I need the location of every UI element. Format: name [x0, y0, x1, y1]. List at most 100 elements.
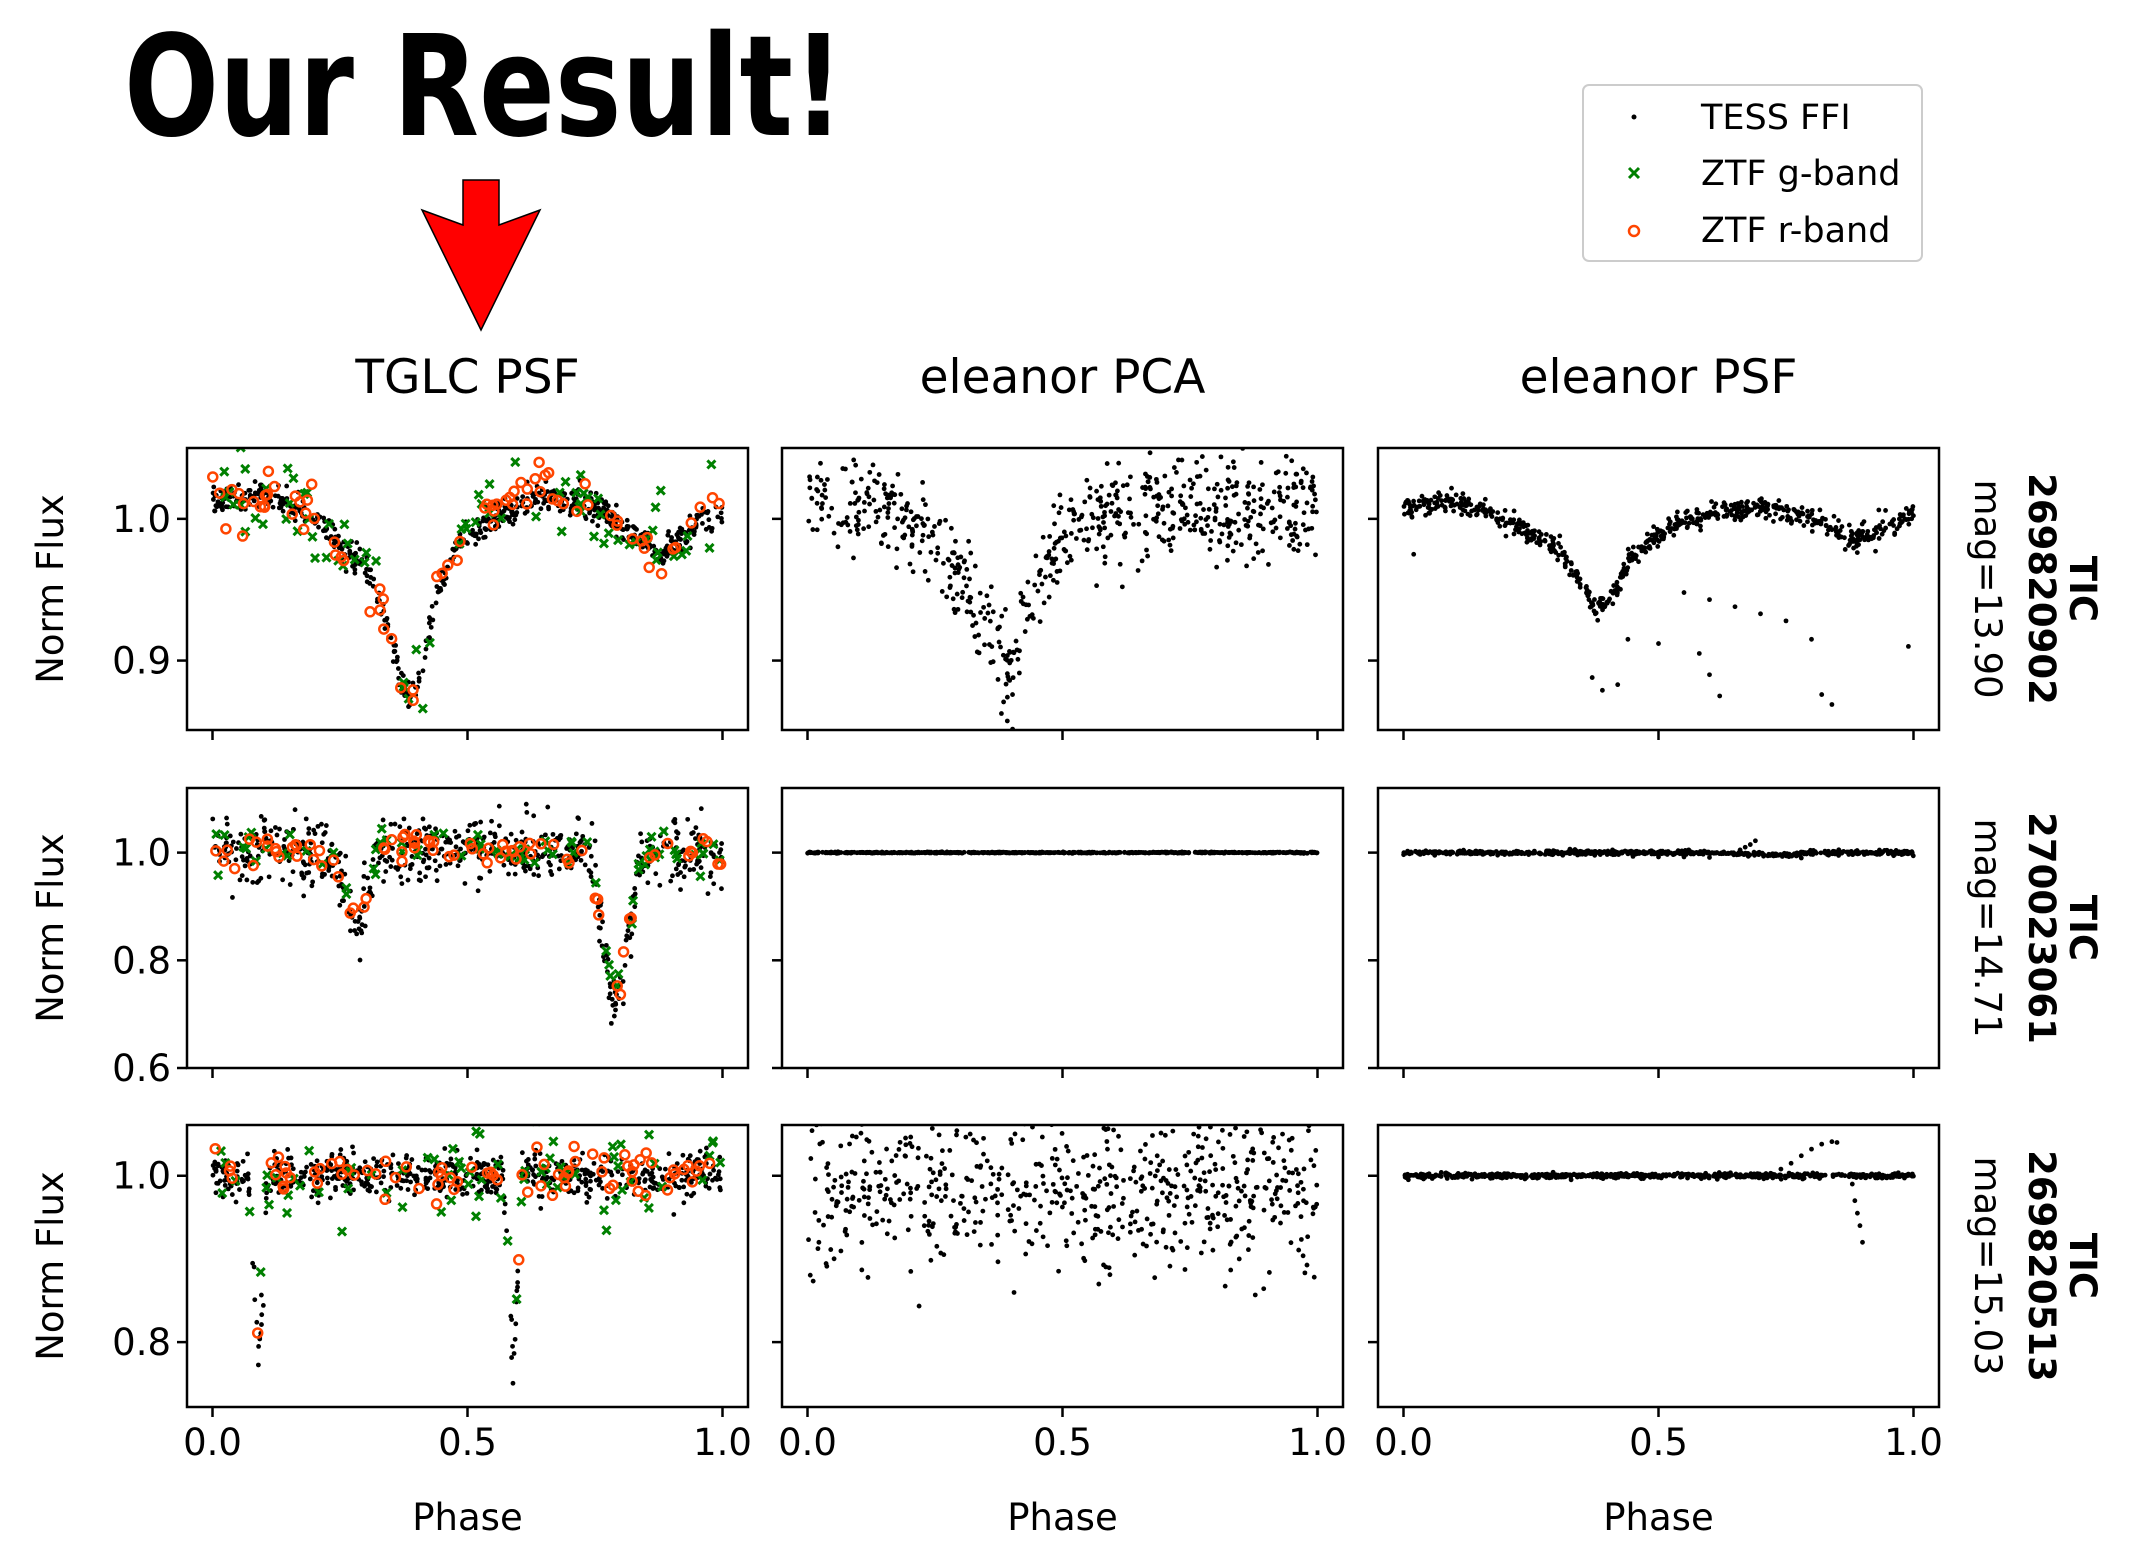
tess-point [1209, 528, 1214, 534]
tess-point [1002, 850, 1008, 855]
tess-point [1186, 850, 1192, 855]
ztf-r-point [364, 606, 376, 618]
tess-point [1010, 649, 1016, 655]
tess-point [252, 1297, 258, 1303]
tess-point [1061, 529, 1067, 535]
tess-point [625, 928, 631, 934]
tess-point [966, 538, 972, 544]
tess-point [220, 500, 226, 506]
tess-point [422, 1167, 428, 1173]
tess-point [1407, 851, 1412, 857]
tess-point [1681, 590, 1687, 595]
tess-point [496, 803, 502, 809]
tess-point [1225, 477, 1231, 483]
tess-point [1495, 520, 1501, 525]
tess-point [303, 816, 309, 822]
ztf-r-point [466, 843, 479, 855]
tess-point [908, 509, 914, 515]
tess-point [1029, 850, 1035, 855]
tess-point [287, 882, 293, 887]
tess-point [1652, 535, 1658, 541]
tess-point [1758, 611, 1763, 617]
tess-point [684, 1191, 690, 1197]
tess-point [1139, 558, 1145, 564]
tess-point [1909, 850, 1915, 856]
ztf-g-point [321, 552, 332, 563]
tess-point [423, 846, 428, 852]
ztf-r-point [508, 485, 520, 498]
tess-point [832, 849, 838, 855]
ztf-g-point [282, 463, 293, 474]
ztf-g-point [244, 1206, 255, 1217]
tess-point [1448, 497, 1454, 503]
tess-point [1251, 498, 1257, 504]
tess-point [1078, 527, 1084, 533]
tess-point [1082, 499, 1088, 505]
tess-point [852, 501, 858, 506]
tess-point [1086, 537, 1092, 542]
tess-point [382, 857, 388, 863]
tess-point [1615, 590, 1620, 596]
tess-point [719, 515, 724, 521]
panel [1368, 786, 1941, 1078]
tess-point [809, 495, 815, 501]
tess-point [871, 497, 877, 503]
tess-point [1685, 524, 1690, 530]
tess-point [1664, 852, 1670, 857]
tess-point [245, 1151, 250, 1157]
tess-point [1537, 542, 1543, 548]
tess-point [276, 505, 282, 511]
tess-point [1662, 531, 1668, 537]
tess-point [891, 492, 897, 497]
tess-point [1103, 503, 1108, 509]
tess-point [1210, 850, 1216, 855]
tess-point [1258, 850, 1264, 856]
tess-point [1100, 544, 1106, 550]
tess-point [437, 863, 443, 869]
tess-point [571, 1190, 577, 1196]
tess-point [666, 1151, 672, 1157]
ztf-g-point [309, 552, 321, 564]
tess-point [341, 898, 346, 904]
tess-point [604, 1196, 610, 1201]
tess-point [1310, 474, 1316, 480]
tess-point [836, 850, 842, 855]
tess-point [1097, 495, 1103, 501]
tess-point [1310, 503, 1316, 509]
tess-point [632, 886, 638, 891]
tess-point [1642, 851, 1648, 857]
tess-point [620, 1001, 626, 1007]
tess-point [1442, 850, 1448, 856]
tess-point [1467, 513, 1473, 518]
tess-point [1707, 512, 1713, 518]
tess-point [1472, 849, 1478, 855]
ztf-r-point [551, 494, 564, 507]
tess-point [1053, 850, 1058, 855]
tess-point [941, 560, 946, 566]
tess-point [976, 650, 982, 656]
tess-point [858, 476, 864, 482]
tess-point [882, 482, 887, 487]
ztf-g-point [397, 1202, 408, 1213]
tess-point [856, 509, 862, 515]
ztf-r-point [706, 491, 719, 504]
tess-point [550, 831, 556, 837]
tess-point [703, 526, 709, 532]
tess-point [933, 850, 939, 856]
tess-point [388, 864, 394, 869]
tess-point [1127, 496, 1132, 502]
tess-point [647, 1171, 653, 1177]
tess-point [632, 525, 638, 531]
tess-point [982, 616, 988, 621]
tess-point [1144, 547, 1149, 553]
ztf-r-point [360, 892, 372, 905]
tess-point [1711, 504, 1717, 510]
tess-point [426, 865, 432, 870]
tess-point [1538, 531, 1544, 537]
tess-point [1260, 548, 1265, 554]
tess-point [1500, 517, 1505, 523]
tess-point [954, 591, 960, 597]
tess-point [1839, 524, 1845, 529]
ztf-r-point [523, 837, 536, 850]
